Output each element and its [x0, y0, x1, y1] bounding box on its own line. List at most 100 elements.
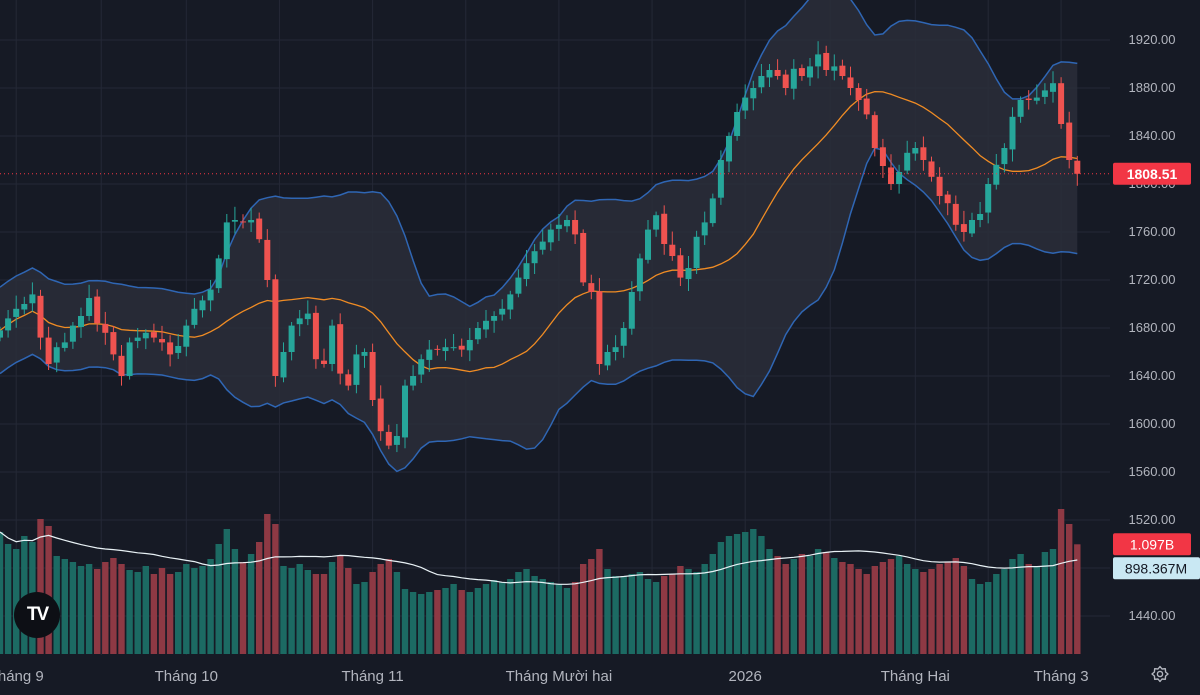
candle: [1058, 77, 1065, 129]
price-tick-label: 1520.00: [1129, 512, 1176, 527]
bollinger-lower: [0, 147, 1078, 473]
price-tick-label: 1760.00: [1129, 224, 1176, 239]
candle-body: [264, 239, 271, 280]
candle-body: [636, 258, 643, 292]
candle-body: [345, 374, 352, 386]
volume-bar: [644, 579, 652, 654]
candle-body: [807, 66, 813, 78]
candle-body: [547, 229, 554, 243]
candle-body: [142, 332, 149, 339]
volume-bar: [742, 532, 749, 654]
candle: [588, 274, 595, 300]
time-tick-label: Tháng Mười hai: [506, 668, 613, 685]
time-tick-label: Tháng Hai: [881, 668, 950, 685]
candle-body: [798, 68, 805, 76]
volume-bar: [215, 544, 222, 654]
candle-body: [612, 347, 619, 352]
candle-body: [628, 292, 635, 329]
volume-bar: [831, 558, 838, 654]
candle-body: [928, 161, 935, 177]
volume-bar: [175, 572, 182, 654]
candle-body: [1050, 83, 1056, 92]
candle-body: [1009, 116, 1016, 150]
volume-bar: [45, 526, 52, 654]
volume-bar: [701, 564, 708, 654]
volume-bar: [555, 584, 563, 654]
volume-bar: [377, 564, 384, 654]
candle: [523, 250, 530, 287]
volume-bar: [191, 568, 198, 654]
volume-bar: [1009, 559, 1016, 654]
volume-bar: [207, 559, 214, 654]
candle: [661, 205, 668, 255]
volume-bar: [450, 584, 457, 654]
candle: [402, 379, 408, 449]
candle-body: [952, 203, 959, 225]
candle: [831, 54, 838, 81]
candle-body: [86, 298, 93, 316]
settings-button[interactable]: [1148, 662, 1172, 686]
candle: [223, 214, 230, 268]
candle: [183, 319, 190, 357]
candle: [345, 369, 352, 391]
volume-bar: [863, 574, 870, 654]
candle-body: [418, 359, 425, 375]
candle: [118, 345, 125, 386]
volume-bar: [871, 566, 878, 654]
candle-body: [369, 352, 376, 400]
candle: [879, 138, 886, 178]
tradingview-logo[interactable]: TV: [14, 592, 60, 638]
volume-bar: [985, 582, 992, 654]
candle-body: [499, 308, 506, 315]
candle: [410, 365, 417, 391]
candle: [21, 296, 28, 315]
price-tick-label: 1720.00: [1129, 272, 1176, 287]
volume-ma-marker: [1113, 557, 1200, 580]
candle-body: [1017, 100, 1024, 117]
candle-body: [855, 88, 862, 100]
candle-body: [717, 160, 724, 198]
candle-body: [507, 294, 514, 310]
candle: [839, 59, 846, 80]
candle-body: [701, 222, 708, 236]
price-tick-label: 1640.00: [1129, 368, 1176, 383]
candle: [1009, 107, 1016, 162]
candle-body: [742, 97, 749, 111]
candle-body: [442, 347, 449, 352]
volume-ma-line: [0, 531, 1078, 585]
volume-bar: [912, 569, 919, 654]
candle-body: [126, 342, 133, 376]
candle-body: [199, 300, 206, 311]
price-axis-background: [1110, 0, 1200, 690]
volume-bar: [823, 552, 830, 654]
candle-body: [183, 325, 190, 347]
candle-body: [531, 251, 538, 264]
candle-body: [248, 220, 255, 223]
candle-body: [1025, 98, 1032, 100]
volume-bar: [612, 576, 619, 654]
candle: [231, 206, 238, 234]
candle: [977, 202, 984, 228]
volume-bar: [563, 588, 571, 654]
volume-bar: [320, 574, 328, 654]
candle-body: [596, 291, 603, 364]
candle-body: [466, 340, 473, 351]
candle-body: [564, 220, 570, 227]
candle: [207, 280, 214, 312]
candle-body: [960, 224, 967, 232]
candle-body: [815, 54, 822, 67]
candle-body: [458, 345, 465, 350]
volume-bar: [936, 564, 943, 654]
candle: [337, 313, 344, 385]
volume-bar: [588, 559, 595, 654]
candle: [701, 211, 708, 245]
volume-bar: [150, 574, 158, 654]
candle: [426, 340, 433, 372]
candle: [717, 150, 724, 205]
volume-bar: [839, 562, 846, 654]
candle-body: [21, 304, 28, 310]
volume-bar: [288, 568, 295, 654]
candle: [377, 385, 384, 441]
